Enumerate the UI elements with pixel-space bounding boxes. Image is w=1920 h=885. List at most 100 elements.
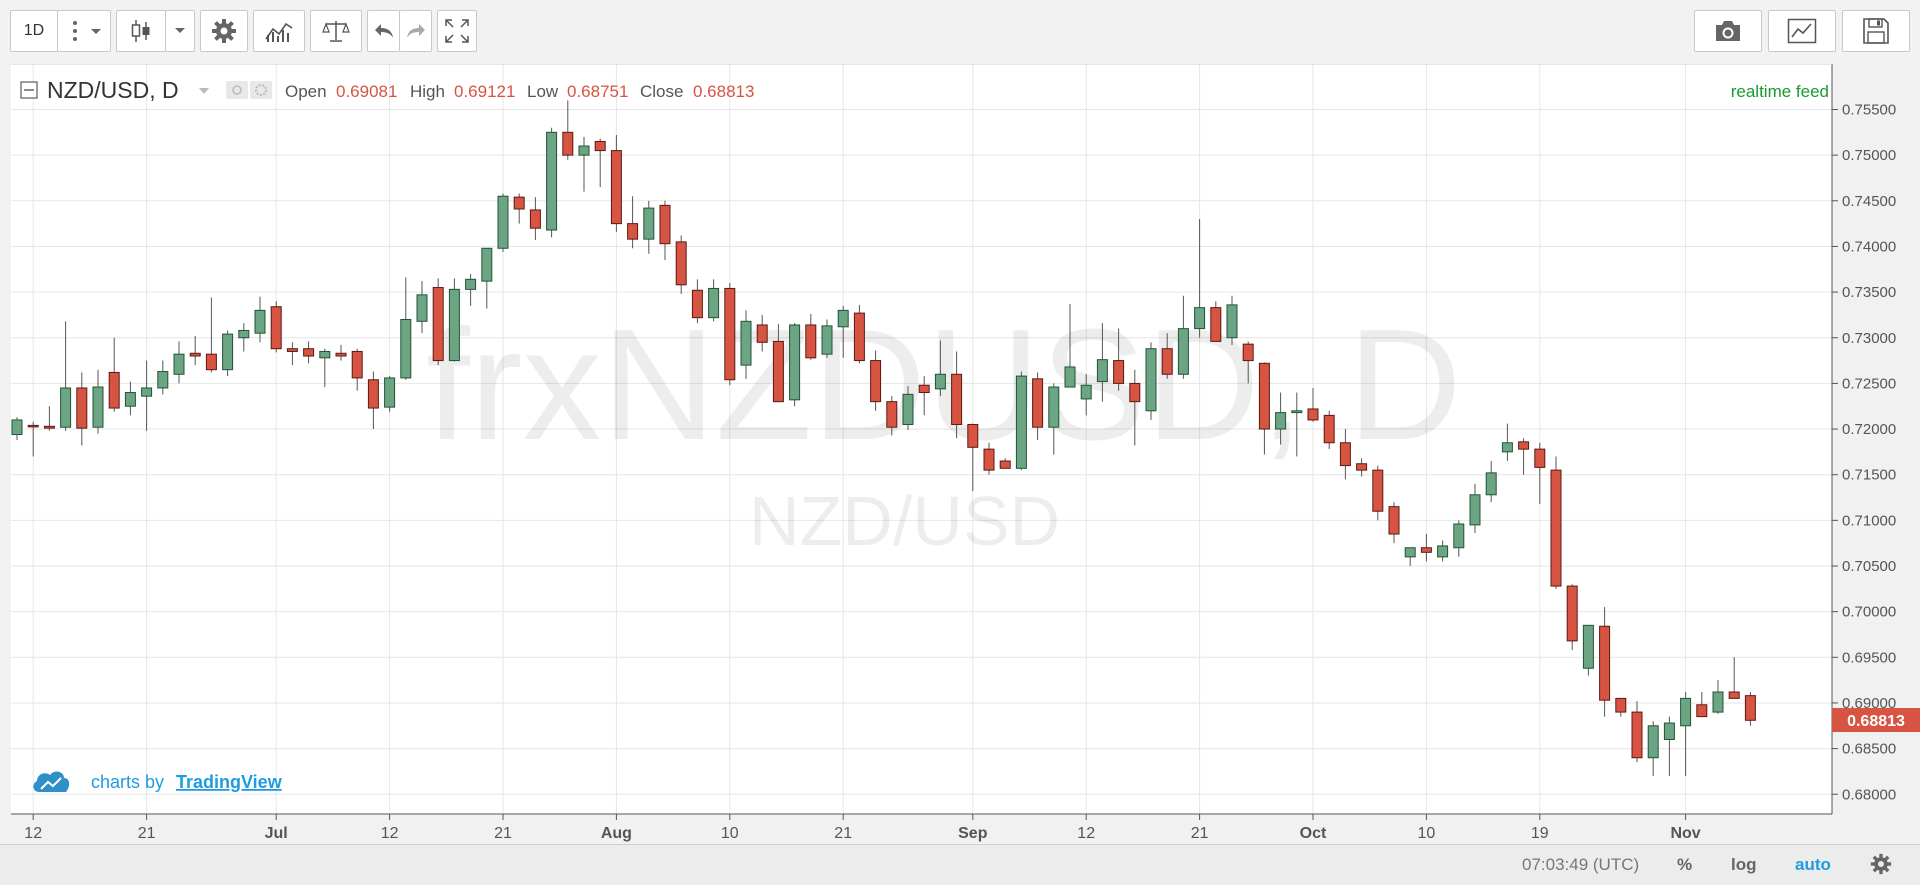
candle (951, 351, 963, 439)
candle-body (1599, 625, 1611, 701)
legend-symbol[interactable]: NZD/USD, D (47, 77, 179, 103)
log-scale-toggle[interactable]: log (1731, 855, 1757, 874)
collapse-legend-icon[interactable] (20, 81, 38, 99)
chart-style-button[interactable] (116, 10, 166, 52)
candle-body (1291, 410, 1303, 414)
candle-body (43, 425, 55, 429)
candle-body (367, 379, 379, 409)
candle (1663, 716, 1675, 776)
fullscreen-icon (444, 18, 470, 44)
candle (1712, 680, 1724, 714)
candle (1437, 540, 1449, 562)
interval-button[interactable]: 1D (10, 10, 58, 52)
candle-body (805, 324, 817, 359)
high-value: 0.69121 (454, 82, 515, 101)
y-tick-label: 0.75500 (1842, 102, 1896, 119)
candle (999, 458, 1011, 469)
interval-menu-button[interactable] (57, 10, 111, 52)
candle (594, 138, 606, 188)
redo-button[interactable] (399, 10, 432, 52)
candle (141, 360, 153, 431)
candle-body (351, 350, 363, 379)
candle-body (529, 209, 541, 229)
interval-label: 1D (23, 22, 45, 39)
candle (1291, 392, 1303, 457)
candle-body (481, 247, 493, 282)
candle (384, 376, 396, 412)
candle (1210, 301, 1222, 342)
fullscreen-button[interactable] (437, 10, 477, 52)
candle (1615, 697, 1627, 717)
realtime-feed-label: realtime feed (1731, 82, 1829, 101)
candle (789, 323, 801, 407)
candle (1258, 362, 1270, 455)
gear-icon[interactable] (1870, 853, 1892, 880)
x-tick-label: 19 (1531, 825, 1549, 842)
save-button[interactable] (1842, 10, 1910, 52)
eye-icon[interactable] (226, 81, 248, 99)
settings-button[interactable] (200, 10, 248, 52)
close-value: 0.68813 (693, 82, 754, 101)
scale-balance-icon (322, 19, 350, 43)
candle (497, 193, 509, 252)
candle-body (1518, 441, 1530, 450)
auto-scale-toggle[interactable]: auto (1795, 855, 1831, 874)
tradingview-link[interactable]: TradingView (176, 772, 283, 792)
more-vertical-icon (72, 19, 78, 43)
candle (870, 350, 882, 411)
high-label: High (410, 82, 445, 101)
percent-scale-toggle[interactable]: % (1677, 855, 1693, 874)
gear-icon[interactable] (250, 81, 272, 99)
undo-button[interactable] (367, 10, 400, 52)
chevron-down-icon[interactable] (199, 88, 209, 94)
candle-body (432, 287, 444, 362)
candle-body (1015, 375, 1027, 469)
snapshot-button[interactable] (1694, 10, 1762, 52)
candle (157, 360, 169, 395)
candle-body (286, 348, 298, 352)
candle-body (853, 312, 865, 362)
candle (756, 314, 768, 352)
candle-body (1242, 343, 1254, 362)
candle-body (1356, 463, 1368, 471)
indicators-button[interactable] (253, 10, 305, 52)
candlestick-chart[interactable]: frxNZDUSD, D NZD/USD 0.755000.750000.745… (11, 64, 1920, 844)
y-tick-label: 0.68000 (1842, 786, 1896, 803)
publish-idea-button[interactable] (1768, 10, 1836, 52)
chart-panel[interactable]: frxNZDUSD, D NZD/USD 0.75500 0.75000 0.745… (11, 64, 1920, 844)
candle (319, 348, 331, 388)
save-icon (1862, 17, 1890, 45)
candle (1113, 328, 1125, 391)
candle-body (1469, 494, 1481, 526)
candle-body (1194, 307, 1206, 330)
candle (189, 335, 201, 366)
candle-body (497, 195, 509, 249)
candle (351, 348, 363, 391)
candle (1744, 691, 1756, 726)
candle-body (1388, 506, 1400, 535)
candle (983, 442, 995, 475)
gear-icon (211, 18, 237, 44)
candle (675, 235, 687, 294)
candle-body (1226, 304, 1238, 339)
candle-body (659, 204, 671, 245)
candle (902, 386, 914, 430)
watermark-pair: NZD/USD (749, 482, 1060, 560)
candle (92, 369, 104, 434)
candle (11, 417, 23, 441)
candle-body (1372, 469, 1384, 512)
candle-body (1501, 442, 1513, 453)
compare-button[interactable] (310, 10, 362, 52)
candle-body (384, 377, 396, 408)
candle (918, 376, 930, 416)
candle-body (675, 241, 687, 286)
candle (1420, 534, 1432, 562)
candle (27, 421, 39, 457)
chart-style-menu-button[interactable] (165, 10, 195, 52)
candle (805, 314, 817, 360)
y-tick-label: 0.72500 (1842, 375, 1896, 392)
candle (610, 135, 622, 232)
candle (1032, 372, 1044, 441)
candle-body (1064, 366, 1076, 388)
candle (659, 200, 671, 261)
